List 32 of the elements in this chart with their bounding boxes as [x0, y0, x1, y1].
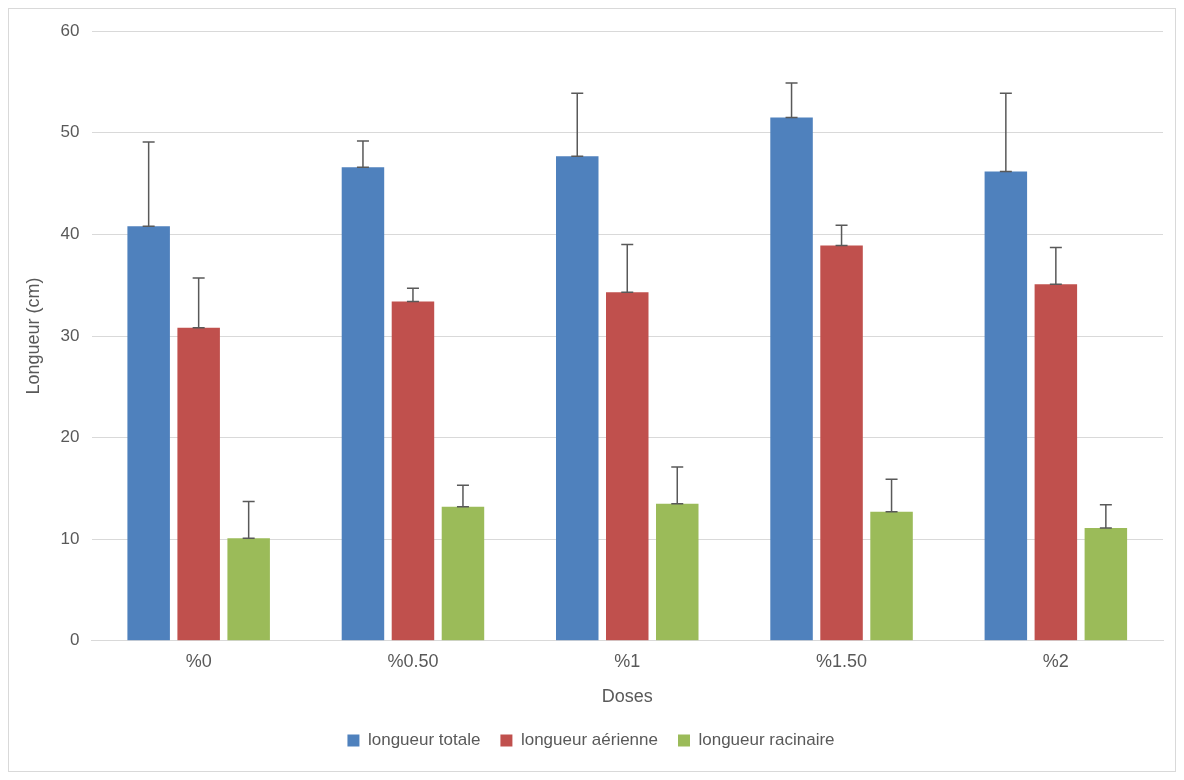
bar	[227, 538, 270, 641]
bar	[391, 301, 435, 641]
bar	[770, 117, 813, 641]
y-axis-title: Longueur (cm)	[22, 277, 43, 395]
y-tick-label: 40	[60, 224, 80, 244]
y-tick-label: 0	[70, 630, 80, 650]
y-tick-label: 50	[60, 122, 80, 142]
bar	[606, 292, 649, 641]
y-tick-label: 20	[60, 427, 80, 447]
x-tick-label: %1.50	[816, 650, 868, 671]
x-axis-title: Doses	[601, 686, 653, 707]
x-tick-label: %1	[614, 650, 641, 671]
x-tick-label: %0.50	[387, 650, 439, 671]
bar	[341, 167, 385, 641]
bar	[556, 156, 599, 641]
legend-label: longueur racinaire	[698, 730, 835, 750]
legend-label: longueur totale	[367, 730, 481, 750]
y-tick-label: 60	[60, 20, 80, 40]
legend-label: longueur aérienne	[520, 730, 658, 750]
bar	[1034, 284, 1078, 641]
bar	[177, 327, 220, 641]
y-tick-label: 10	[60, 528, 80, 548]
bar	[441, 506, 485, 641]
bar	[984, 171, 1028, 641]
y-tick-label: 30	[60, 325, 80, 345]
x-tick-label: %0	[185, 650, 212, 671]
bar	[820, 245, 863, 641]
bar	[1084, 528, 1128, 641]
bar	[870, 511, 913, 641]
bar	[127, 226, 170, 641]
bar	[656, 503, 699, 641]
x-tick-label: %2	[1042, 650, 1069, 671]
